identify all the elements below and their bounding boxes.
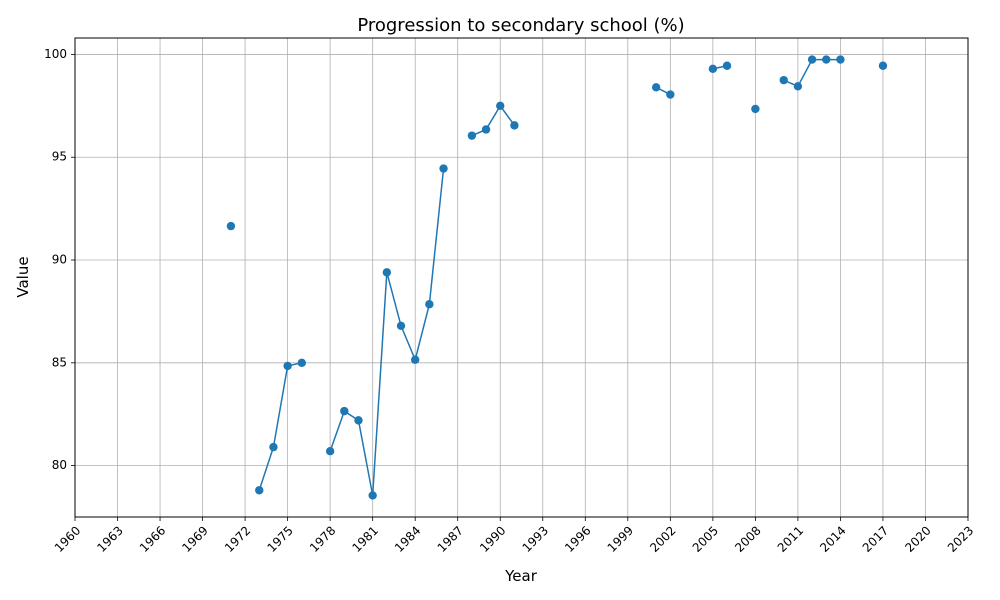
data-point xyxy=(368,491,377,500)
data-point xyxy=(651,83,661,92)
x-axis-label: Year xyxy=(504,567,538,585)
data-point xyxy=(836,55,845,64)
data-point xyxy=(340,406,349,416)
data-point xyxy=(510,121,519,130)
plot-area-frame xyxy=(74,37,969,518)
series-line-segment xyxy=(471,104,516,137)
data-point xyxy=(439,164,448,173)
data-point xyxy=(297,358,306,368)
data-point xyxy=(779,75,788,85)
data-point xyxy=(396,321,406,331)
data-point xyxy=(496,101,505,111)
data-point xyxy=(467,131,477,140)
data-point xyxy=(822,55,831,64)
y-tick-label: 95 xyxy=(52,150,67,164)
series-line-segment xyxy=(258,362,302,491)
data-point xyxy=(666,90,675,99)
data-point xyxy=(354,416,363,425)
y-tick-label: 80 xyxy=(52,458,67,472)
data-point xyxy=(410,355,420,364)
data-point xyxy=(425,300,434,309)
y-axis-label: Value xyxy=(14,256,32,297)
data-point xyxy=(807,55,817,64)
data-point xyxy=(255,486,264,495)
data-point xyxy=(751,104,760,114)
data-point xyxy=(722,61,732,70)
data-point xyxy=(382,268,392,277)
y-tick-label: 85 xyxy=(52,355,67,369)
data-point xyxy=(226,221,236,231)
data-point xyxy=(793,82,803,91)
data-point xyxy=(325,447,335,456)
data-point xyxy=(283,361,292,371)
data-point xyxy=(269,442,278,452)
data-point xyxy=(708,64,718,74)
chart-title: Progression to secondary school (%) xyxy=(357,15,684,36)
y-tick-label: 100 xyxy=(44,47,67,61)
y-tick-label: 90 xyxy=(52,253,67,267)
data-point xyxy=(481,125,491,134)
y-axis-ticks: 80 85 90 95 100 xyxy=(44,47,75,472)
series-layer xyxy=(226,55,888,500)
data-point xyxy=(878,61,888,70)
